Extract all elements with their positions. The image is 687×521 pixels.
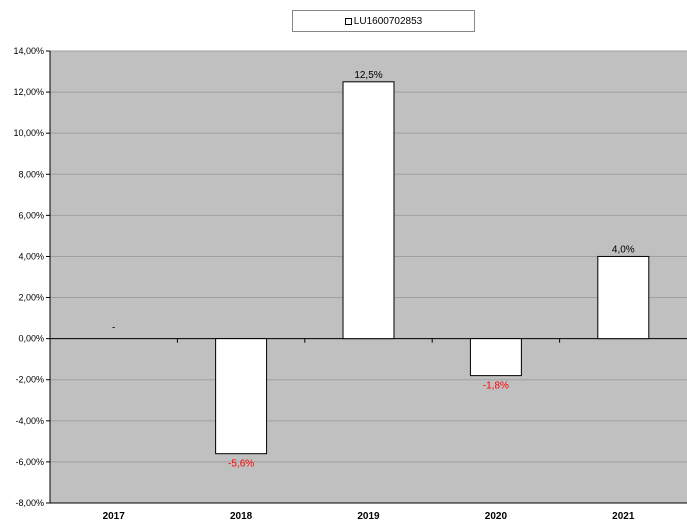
legend-swatch: [344, 17, 352, 25]
y-tick-label: 8,00%: [18, 169, 44, 179]
y-tick-label: 2,00%: [18, 293, 44, 303]
y-tick-label: 12,00%: [13, 87, 44, 97]
x-tick-label: 2017: [103, 511, 126, 521]
legend: LU1600702853: [292, 10, 475, 32]
y-tick-label: 14,00%: [13, 46, 44, 56]
data-label-2018: -5,6%: [228, 459, 254, 470]
y-tick-label: 10,00%: [13, 128, 44, 138]
bar-2019: [342, 81, 395, 340]
x-tick-label: 2018: [230, 511, 253, 521]
y-tick-label: 4,00%: [18, 251, 44, 261]
x-tick-label: 2020: [485, 511, 508, 521]
data-label-2019: 12,5%: [354, 70, 382, 81]
data-label-2017: -: [112, 323, 115, 334]
bar-2020: [469, 338, 522, 377]
data-label-2020: -1,8%: [483, 381, 509, 392]
bar-2021: [597, 255, 650, 340]
y-tick-label: -8,00%: [15, 498, 44, 508]
x-tick-label: 2019: [357, 511, 380, 521]
legend-label: LU1600702853: [353, 15, 423, 27]
y-tick-label: 0,00%: [18, 334, 44, 344]
y-tick-label: -4,00%: [15, 416, 44, 426]
y-tick-label: -2,00%: [15, 375, 44, 385]
bar-2018: [215, 338, 268, 455]
x-tick-label: 2021: [612, 511, 635, 521]
data-label-2021: 4,0%: [612, 244, 635, 255]
y-tick-label: -6,00%: [15, 457, 44, 467]
y-tick-label: 6,00%: [18, 210, 44, 220]
